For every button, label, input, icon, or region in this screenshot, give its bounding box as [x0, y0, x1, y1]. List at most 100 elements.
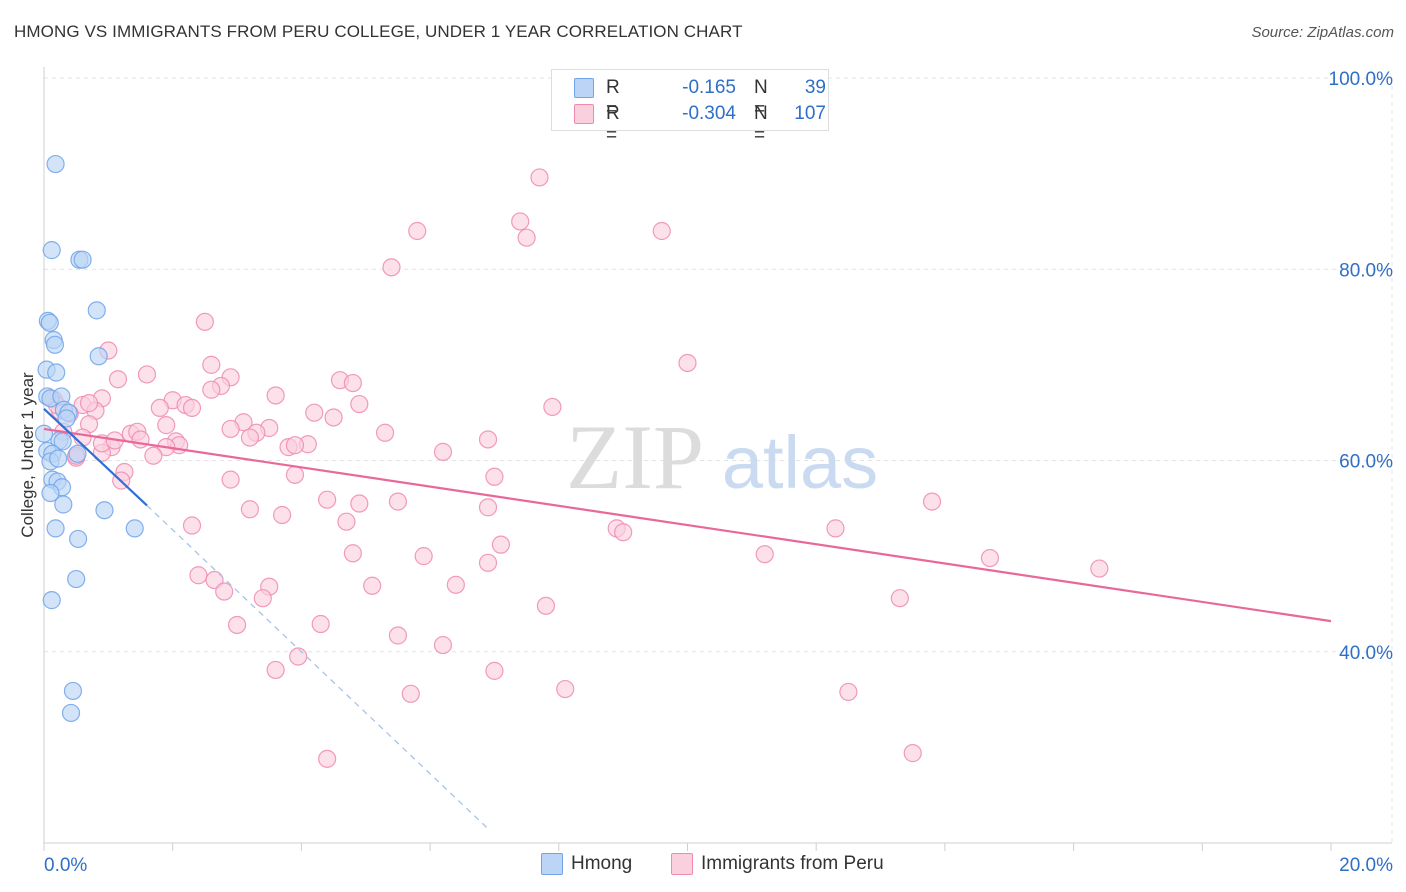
- peru-point: [388, 626, 408, 645]
- peru-point: [324, 408, 343, 427]
- data-points: [34, 154, 1109, 768]
- peru-point: [240, 500, 260, 519]
- peru-point: [337, 512, 356, 531]
- hmong-point: [61, 703, 81, 723]
- hmong-point: [46, 154, 65, 174]
- peru-point: [536, 596, 556, 615]
- peru-point: [182, 516, 202, 535]
- peru-point: [79, 394, 99, 413]
- peru-point: [137, 365, 157, 384]
- peru-point: [195, 312, 214, 331]
- peru-point: [485, 467, 504, 486]
- chart-title: HMONG VS IMMIGRANTS FROM PERU COLLEGE, U…: [14, 22, 743, 41]
- y-tick-label: 60.0%: [1339, 452, 1393, 473]
- hmong-trend-line: [43, 408, 148, 507]
- hmong-point: [45, 335, 65, 354]
- peru-point: [189, 566, 208, 585]
- peru-point: [215, 582, 234, 601]
- peru-point: [517, 228, 536, 247]
- peru-point: [401, 684, 420, 703]
- peru-point: [343, 544, 362, 563]
- grid-lines: [44, 77, 1393, 843]
- hmong-point: [53, 432, 72, 451]
- y-tick-label: 80.0%: [1339, 260, 1393, 281]
- peru-point: [240, 428, 260, 447]
- peru-point: [266, 660, 285, 680]
- series-legend-label: Immigrants from Peru: [701, 853, 884, 874]
- peru-point: [980, 548, 1000, 568]
- y-tick-label: 40.0%: [1339, 643, 1393, 664]
- peru-point: [543, 397, 562, 417]
- x-tick-label: 0.0%: [44, 855, 87, 876]
- peru-point: [150, 398, 169, 418]
- peru-point: [485, 661, 504, 680]
- peru-point: [1090, 559, 1109, 578]
- peru-point: [131, 430, 150, 449]
- peru-point: [433, 635, 453, 655]
- peru-point: [408, 221, 427, 241]
- y-tick-label: 100.0%: [1329, 69, 1394, 90]
- peru-point: [318, 490, 337, 509]
- peru-point: [491, 535, 510, 554]
- peru-point: [755, 545, 774, 564]
- peru-point: [530, 168, 549, 187]
- peru-point: [414, 547, 433, 566]
- peru-point: [272, 505, 292, 525]
- hmong-point: [47, 363, 66, 382]
- legend-n-value: 39: [804, 77, 826, 98]
- peru-point: [446, 575, 465, 594]
- peru-point: [227, 615, 247, 635]
- peru-point: [433, 442, 453, 461]
- series-swatch-peru: [671, 853, 693, 875]
- legend-r-label: R =: [606, 77, 620, 120]
- peru-point: [382, 258, 401, 277]
- peru-point: [556, 679, 575, 699]
- peru-point: [478, 553, 498, 572]
- hmong-point: [54, 495, 73, 514]
- peru-point: [202, 380, 221, 399]
- hmong-point: [40, 313, 59, 332]
- peru-point: [289, 647, 308, 666]
- hmong-point: [46, 519, 65, 538]
- peru-point: [511, 212, 530, 231]
- peru-point: [318, 749, 337, 768]
- peru-point: [285, 436, 305, 455]
- peru-point: [478, 430, 498, 449]
- legend-r-label: R =: [606, 103, 620, 146]
- peru-point: [478, 498, 498, 517]
- peru-point: [73, 428, 92, 447]
- series-swatch-hmong: [541, 853, 563, 875]
- stats-legend: R = -0.165 N = 39 R = -0.304 N = 107: [551, 69, 829, 146]
- hmong-point: [42, 591, 61, 610]
- peru-point: [266, 386, 285, 405]
- peru-point: [652, 221, 671, 241]
- hmong-point: [34, 424, 54, 443]
- hmong-point: [73, 250, 92, 269]
- hmong-point: [41, 483, 60, 503]
- legend-r-value: -0.165: [682, 77, 736, 98]
- peru-point: [678, 353, 697, 373]
- peru-point: [363, 576, 382, 595]
- watermark: ZIP atlas: [566, 406, 878, 508]
- peru-point: [350, 394, 369, 414]
- peru-point: [253, 589, 272, 608]
- legend-n-label: N =: [754, 103, 768, 146]
- legend-swatch-peru: [574, 104, 594, 124]
- peru-point: [182, 398, 202, 418]
- peru-point: [221, 419, 240, 439]
- peru-point: [350, 494, 369, 513]
- watermark-atlas: atlas: [722, 421, 878, 504]
- hmong-point: [63, 681, 83, 701]
- peru-point: [157, 416, 176, 435]
- peru-point: [614, 523, 633, 542]
- legend-n-label: N =: [754, 77, 768, 120]
- hmong-trend-extension: [146, 504, 489, 830]
- trend-lines: [43, 408, 1332, 830]
- watermark-zip: ZIP: [566, 406, 704, 508]
- peru-point: [343, 373, 362, 393]
- series-legend-label: Hmong: [571, 853, 633, 874]
- tick-labels: 100.0% 80.0% 60.0% 40.0% 0.0% 20.0%: [44, 69, 1393, 876]
- x-tick-label: 20.0%: [1339, 855, 1393, 876]
- peru-point: [903, 744, 922, 763]
